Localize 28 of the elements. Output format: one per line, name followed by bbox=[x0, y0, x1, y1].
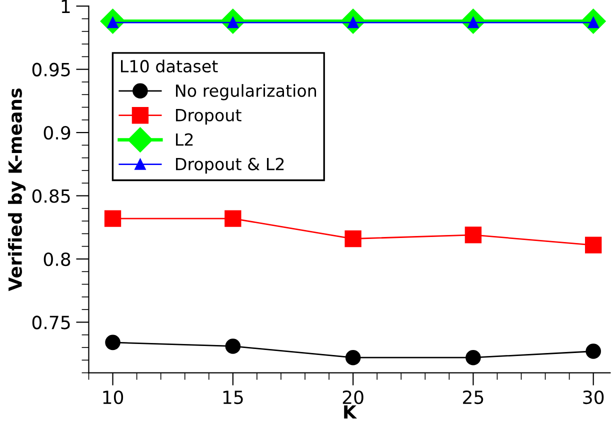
legend-title: L10 dataset bbox=[121, 60, 218, 73]
legend-label: L2 bbox=[176, 133, 193, 146]
point bbox=[105, 334, 120, 350]
y-tick-label: 0.85 bbox=[32, 189, 70, 203]
point bbox=[466, 350, 481, 366]
y-tick-label: 0.8 bbox=[44, 252, 70, 266]
point bbox=[104, 210, 122, 227]
y-tick-label: 0.95 bbox=[32, 62, 70, 76]
x-tick-label: 30 bbox=[583, 390, 604, 404]
y-axis-title: Verified by K-means bbox=[8, 88, 26, 292]
x-tick-label: 20 bbox=[342, 390, 364, 404]
point bbox=[224, 210, 242, 227]
point bbox=[225, 338, 241, 354]
y-tick-label: 0.75 bbox=[32, 316, 70, 330]
y-tick-label: 1 bbox=[62, 0, 70, 13]
point bbox=[344, 230, 362, 248]
legend-label: Dropout & L2 bbox=[176, 158, 284, 174]
point bbox=[345, 350, 361, 366]
point bbox=[585, 236, 602, 254]
point bbox=[586, 344, 601, 359]
x-tick-label: 25 bbox=[463, 390, 484, 404]
legend-label: No regularization bbox=[176, 84, 316, 100]
x-tick-label: 15 bbox=[223, 390, 243, 404]
x-tick-label: 10 bbox=[103, 390, 124, 404]
x-axis-title: K bbox=[344, 405, 357, 419]
point bbox=[464, 226, 482, 244]
y-tick-label: 0.9 bbox=[44, 126, 70, 140]
legend-label: Dropout bbox=[176, 109, 242, 125]
